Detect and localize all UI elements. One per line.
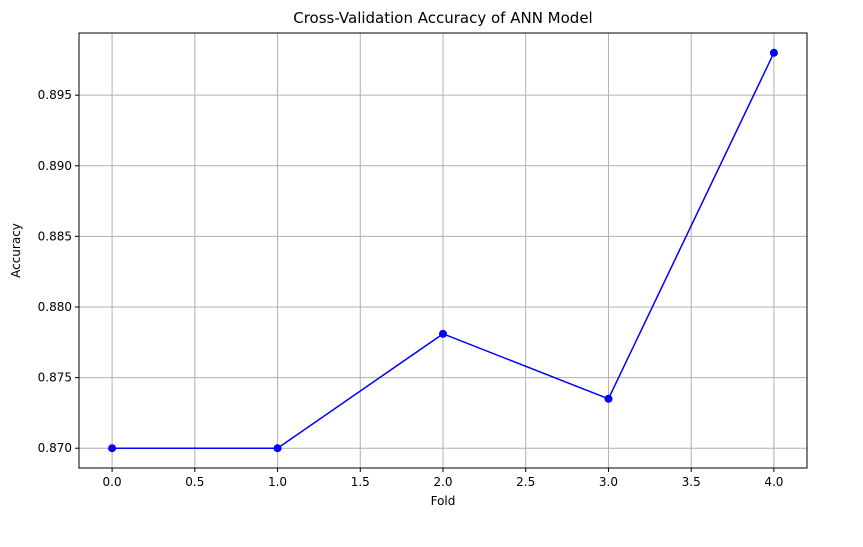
chart-title: Cross-Validation Accuracy of ANN Model: [293, 9, 592, 27]
x-axis-label: Fold: [431, 494, 456, 508]
x-tick-label: 0.5: [185, 475, 204, 489]
y-tick-label: 0.875: [38, 371, 72, 385]
x-tick-label: 2.0: [433, 475, 452, 489]
y-axis-label: Accuracy: [9, 223, 23, 278]
x-tick-label: 1.5: [351, 475, 370, 489]
x-tick-label: 0.0: [103, 475, 122, 489]
x-tick-label: 1.0: [268, 475, 287, 489]
data-point: [273, 444, 282, 453]
y-tick-label: 0.890: [38, 159, 72, 173]
data-point: [604, 394, 613, 403]
x-tick-label: 3.5: [682, 475, 701, 489]
grid: [79, 33, 807, 468]
data-point: [439, 329, 447, 338]
x-tick-label: 4.0: [764, 475, 783, 489]
y-tick-label: 0.870: [38, 441, 72, 455]
y-tick-label: 0.895: [38, 88, 72, 102]
y-axis-ticks: 0.870 0.875 0.880 0.885 0.890 0.895: [38, 88, 79, 455]
y-tick-label: 0.880: [38, 300, 72, 314]
y-tick-label: 0.885: [38, 229, 72, 243]
data-point: [769, 48, 778, 57]
x-tick-label: 2.5: [516, 475, 535, 489]
x-tick-label: 3.0: [599, 475, 618, 489]
series: [108, 48, 778, 453]
data-point: [108, 444, 117, 453]
x-axis-ticks: 0.0 0.5 1.0 1.5 2.0 2.5 3.0 3.5 4.0: [103, 468, 783, 489]
